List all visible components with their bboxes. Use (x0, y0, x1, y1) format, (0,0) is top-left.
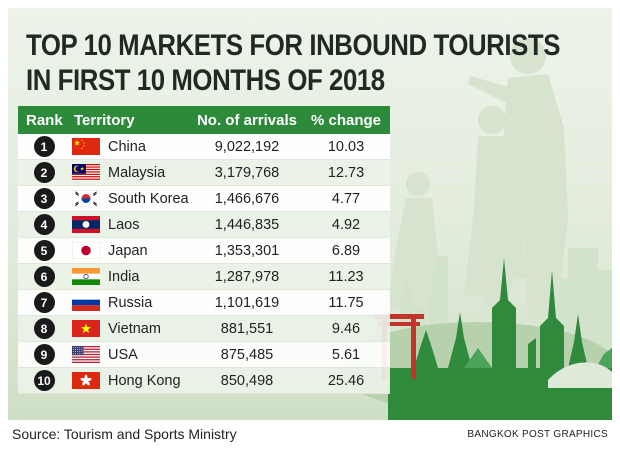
table-header: Rank Territory No. of arrivals % change (18, 106, 390, 134)
territory-name: Russia (108, 294, 153, 311)
territory-cell: South Korea (70, 190, 192, 207)
territory-name: Vietnam (108, 320, 161, 337)
territory-cell: Japan (70, 242, 192, 259)
rank-cell: 6 (18, 266, 70, 287)
change-cell: 9.46 (331, 320, 361, 337)
source-note: Source: Tourism and Sports Ministry (12, 426, 237, 442)
arrivals-cell: 1,101,619 (214, 294, 280, 311)
table-row: 6 India 1,287,978 11.23 (18, 264, 390, 290)
table-row: 8 Vietnam 881,551 9.46 (18, 316, 390, 342)
change-cell: 6.89 (331, 242, 361, 259)
territory-cell: India (70, 268, 192, 285)
rank-badge: 5 (33, 240, 55, 261)
hong-kong-flag-icon (72, 372, 100, 389)
rank-cell: 2 (18, 162, 70, 183)
territory-cell: Hong Kong (70, 372, 192, 389)
table-row: 3 South Korea 1,466,676 4.77 (18, 186, 390, 212)
change-cell: 11.23 (328, 268, 364, 285)
table-row: 1 China 9,022,192 10.03 (18, 134, 390, 160)
header-rank: Rank (26, 111, 63, 129)
arrivals-cell: 1,287,978 (214, 268, 280, 285)
rank-badge: 4 (33, 214, 55, 235)
rank-badge: 9 (33, 344, 55, 365)
chart-title-line-1: TOP 10 MARKETS FOR INBOUND TOURISTS (26, 29, 560, 62)
japan-flag-icon (72, 242, 100, 259)
territory-name: Malaysia (108, 164, 166, 181)
arrivals-cell: 9,022,192 (214, 138, 280, 155)
rank-cell: 8 (18, 318, 70, 339)
territory-cell: Russia (70, 294, 192, 311)
territory-name: USA (108, 346, 138, 363)
rank-cell: 7 (18, 292, 70, 313)
markets-table: Rank Territory No. of arrivals % change … (18, 106, 390, 394)
rank-cell: 1 (18, 136, 70, 157)
rank-cell: 9 (18, 344, 70, 365)
china-flag-icon (72, 138, 100, 155)
chart-title-line-2: IN FIRST 10 MONTHS OF 2018 (26, 64, 385, 97)
change-cell: 4.77 (331, 190, 361, 207)
arrivals-cell: 1,446,835 (214, 216, 280, 233)
rank-badge: 10 (33, 370, 55, 391)
territory-name: Laos (108, 216, 140, 233)
change-cell: 25.46 (327, 372, 365, 389)
arrivals-cell: 1,353,301 (214, 242, 280, 259)
laos-flag-icon (72, 216, 100, 233)
table-row: 9 USA 875,485 5.61 (18, 342, 390, 368)
header-territory: Territory (74, 111, 135, 129)
rank-badge: 6 (33, 266, 55, 287)
table-row: 4 Laos 1,446,835 4.92 (18, 212, 390, 238)
rank-badge: 7 (33, 292, 55, 313)
table-body: 1 China 9,022,192 10.03 2 Malaysia 3,179,768 12… (18, 134, 390, 394)
russia-flag-icon (72, 294, 100, 311)
territory-cell: Vietnam (70, 320, 192, 337)
graphics-credit: BANGKOK POST GRAPHICS (467, 429, 608, 440)
rank-cell: 4 (18, 214, 70, 235)
south-korea-flag-icon (72, 190, 100, 207)
rank-cell: 5 (18, 240, 70, 261)
territory-name: India (108, 268, 140, 285)
territory-cell: Malaysia (70, 164, 192, 181)
arrivals-cell: 881,551 (220, 320, 274, 337)
territory-name: South Korea (108, 190, 189, 207)
table-row: 2 Malaysia 3,179,768 12.73 (18, 160, 390, 186)
territory-name: Hong Kong (108, 372, 181, 389)
header-change: % change (310, 111, 382, 129)
territory-cell: China (70, 138, 192, 155)
rank-badge: 8 (33, 318, 55, 339)
infographic-panel: TOP 10 MARKETS FOR INBOUND TOURISTS IN F… (8, 8, 612, 420)
india-flag-icon (72, 268, 100, 285)
rank-badge: 3 (33, 188, 55, 209)
malaysia-flag-icon (72, 164, 100, 181)
change-cell: 10.03 (327, 138, 365, 155)
change-cell: 4.92 (331, 216, 361, 233)
arrivals-cell: 3,179,768 (214, 164, 280, 181)
table-row: 7 Russia 1,101,619 11.75 (18, 290, 390, 316)
chart-title: TOP 10 MARKETS FOR INBOUND TOURISTS IN F… (26, 28, 560, 98)
rank-badge: 1 (33, 136, 55, 157)
territory-cell: USA (70, 346, 192, 363)
background-illustration (338, 38, 612, 420)
territory-cell: Laos (70, 216, 192, 233)
change-cell: 5.61 (331, 346, 361, 363)
territory-name: China (108, 138, 146, 155)
rank-cell: 3 (18, 188, 70, 209)
usa-flag-icon (72, 346, 100, 363)
vietnam-flag-icon (72, 320, 100, 337)
arrivals-cell: 1,466,676 (214, 190, 280, 207)
change-cell: 12.73 (327, 164, 365, 181)
territory-name: Japan (108, 242, 148, 259)
rank-cell: 10 (18, 370, 70, 391)
table-row: 10 Hong Kong 850,498 25.46 (18, 368, 390, 394)
arrivals-cell: 875,485 (220, 346, 274, 363)
rank-badge: 2 (33, 162, 55, 183)
change-cell: 11.75 (328, 294, 364, 311)
arrivals-cell: 850,498 (220, 372, 274, 389)
header-arrivals: No. of arrivals (196, 111, 298, 129)
table-row: 5 Japan 1,353,301 6.89 (18, 238, 390, 264)
